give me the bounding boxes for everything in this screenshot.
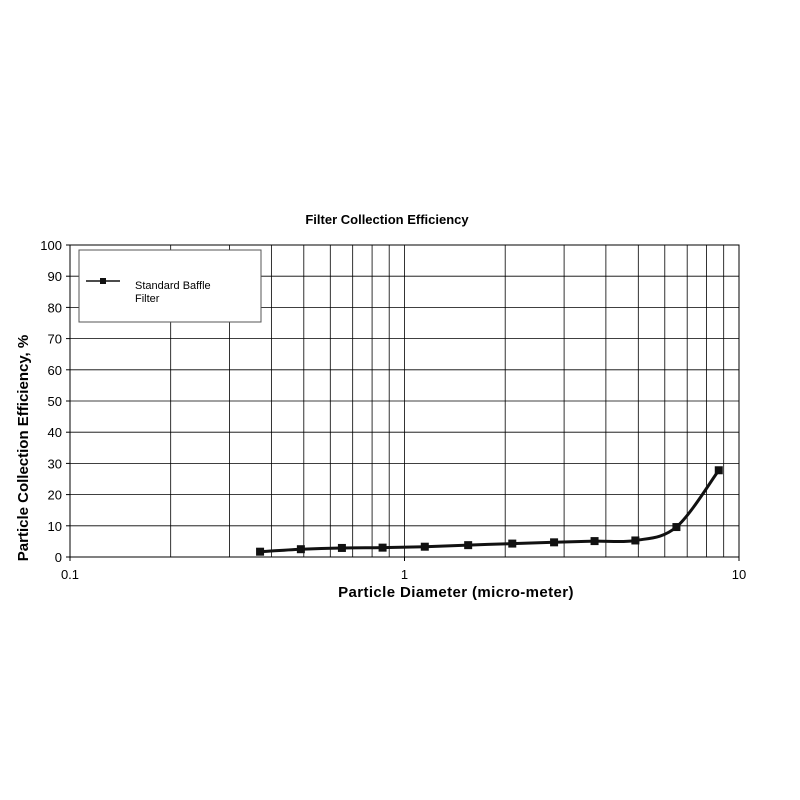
data-point: [378, 543, 387, 552]
legend-marker: [100, 278, 106, 284]
data-point: [631, 536, 640, 545]
data-point: [508, 539, 517, 548]
data-point: [337, 543, 346, 552]
y-tick-label: 100: [40, 238, 62, 253]
data-point: [420, 542, 429, 551]
data-point: [464, 541, 473, 550]
y-axis-label: Particle Collection Efficiency, %: [15, 335, 32, 561]
y-tick-label: 40: [48, 425, 62, 440]
x-axis-ticks: 0.1 1 10: [61, 557, 746, 582]
y-tick-label: 10: [48, 519, 62, 534]
chart-title: Filter Collection Efficiency: [305, 212, 469, 227]
y-tick-label: 50: [48, 394, 62, 409]
y-axis-ticks: 0 10 20 30 40 50 60 70 80 90 100: [40, 238, 70, 565]
y-tick-label: 0: [55, 550, 62, 565]
y-tick-label: 20: [48, 488, 62, 503]
y-tick-label: 70: [48, 332, 62, 347]
data-point: [672, 523, 681, 532]
legend-label-line2: Filter: [135, 293, 160, 305]
x-tick-label: 1: [401, 567, 408, 582]
data-point: [296, 545, 305, 554]
y-tick-label: 30: [48, 456, 62, 471]
data-point: [256, 547, 265, 556]
series-points: [256, 466, 723, 556]
y-tick-label: 90: [48, 269, 62, 284]
data-point: [550, 538, 559, 547]
data-point: [590, 537, 599, 546]
y-tick-label: 60: [48, 363, 62, 378]
data-point: [714, 466, 723, 475]
legend-label-line1: Standard Baffle: [135, 280, 211, 292]
legend-box: [78, 249, 262, 323]
legend: Standard Baffle Filter: [78, 249, 262, 323]
x-axis-label: Particle Diameter (micro-meter): [338, 584, 574, 601]
y-tick-label: 80: [48, 300, 62, 315]
x-tick-label: 0.1: [61, 567, 79, 582]
x-tick-label: 10: [732, 567, 746, 582]
